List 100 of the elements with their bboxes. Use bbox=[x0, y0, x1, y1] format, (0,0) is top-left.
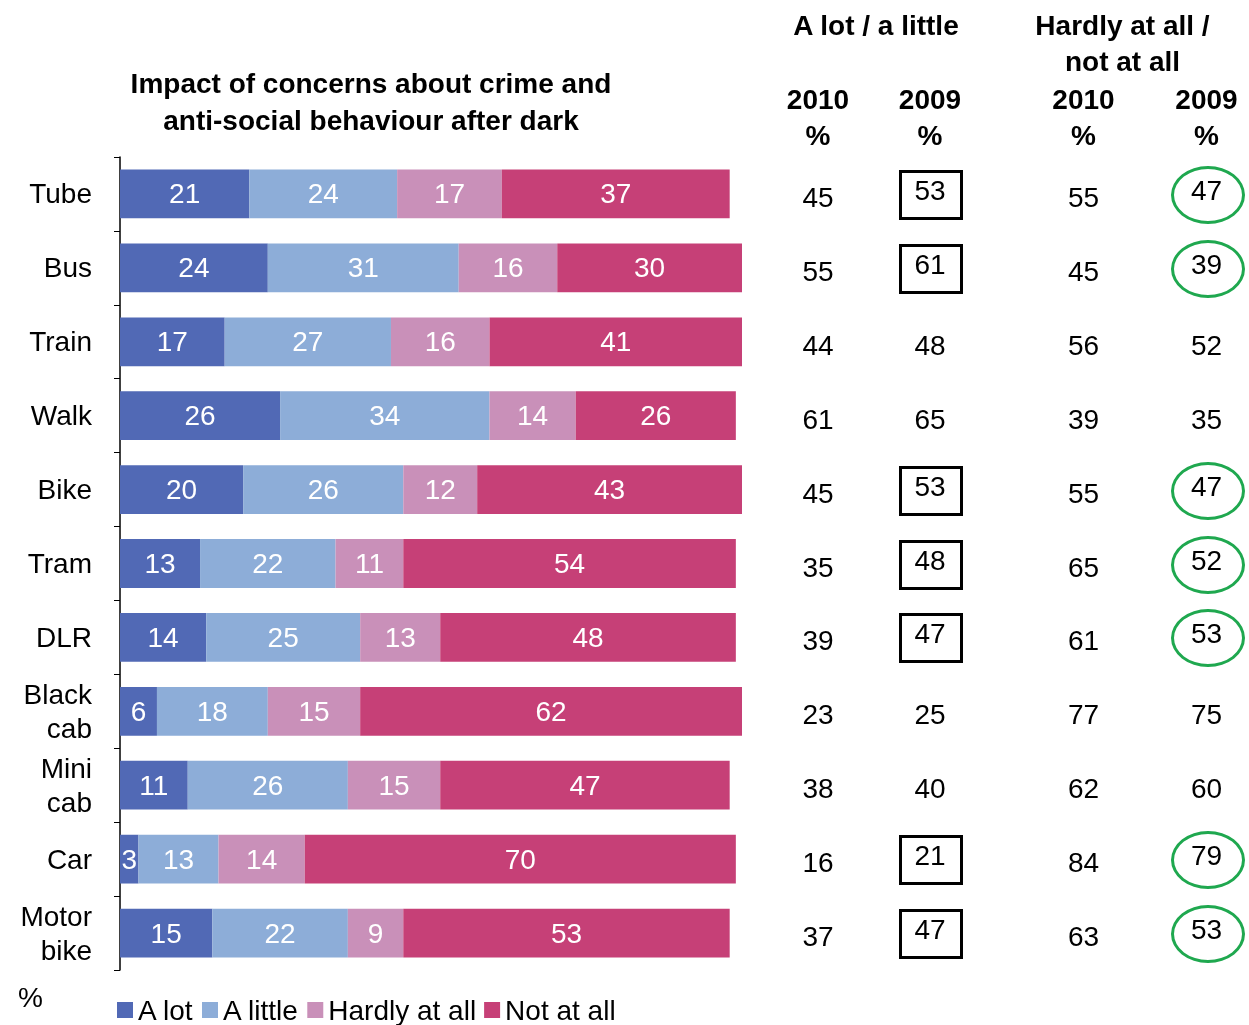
bar bbox=[360, 613, 441, 662]
text: 52 bbox=[1189, 328, 1224, 363]
data-label: 16 bbox=[492, 252, 524, 284]
category-label: 2010 % bbox=[785, 83, 851, 153]
text: 53 bbox=[1189, 617, 1224, 652]
data-label: 21 bbox=[169, 178, 201, 210]
y-tick-label: Car bbox=[46, 843, 92, 875]
bar bbox=[138, 834, 219, 884]
text: 77 bbox=[1066, 698, 1101, 733]
text: 84 bbox=[1066, 846, 1101, 881]
bar bbox=[360, 686, 742, 736]
data-label: 9 bbox=[367, 917, 384, 949]
chart-title: Impact of concerns about crime and anti-social behaviour after dark bbox=[130, 68, 612, 136]
text: 55 bbox=[1066, 476, 1101, 511]
data-label: 25 bbox=[267, 621, 299, 653]
data-label: 17 bbox=[156, 326, 188, 358]
text: 75 bbox=[1189, 698, 1224, 733]
legend-label: A lot bbox=[138, 994, 193, 1025]
data-label: 43 bbox=[594, 474, 626, 506]
bar bbox=[477, 465, 742, 514]
bar bbox=[575, 391, 736, 441]
data-label: 17 bbox=[433, 178, 466, 210]
bar bbox=[267, 686, 361, 736]
y-tick-label: Walk bbox=[30, 400, 93, 432]
bar bbox=[403, 465, 478, 514]
bar bbox=[120, 243, 268, 293]
data-label: 13 bbox=[144, 548, 176, 579]
bar bbox=[187, 760, 348, 810]
data-label: 26 bbox=[184, 400, 216, 432]
y-tick-label: Black cab bbox=[23, 678, 93, 744]
text: 56 bbox=[1066, 328, 1101, 363]
data-label: 15 bbox=[150, 917, 182, 949]
text: 23 bbox=[801, 698, 835, 733]
data-label: 70 bbox=[504, 843, 536, 875]
y-tick-label: Tram bbox=[27, 548, 92, 579]
bar bbox=[120, 613, 207, 662]
y-tick-label: Train bbox=[29, 326, 92, 358]
data-label: 37 bbox=[600, 178, 632, 210]
data-label: 13 bbox=[162, 843, 195, 875]
legend-label: Not at all bbox=[505, 994, 616, 1025]
y-tick-label: Bus bbox=[43, 252, 92, 284]
data-label: 26 bbox=[252, 769, 284, 801]
bar bbox=[218, 834, 305, 884]
text: 53 bbox=[913, 469, 947, 504]
bar bbox=[335, 539, 404, 588]
y-tick-label: Mini cab bbox=[40, 752, 92, 818]
bar bbox=[557, 243, 742, 293]
y-tick-label: Motor bike bbox=[20, 900, 92, 966]
bar bbox=[120, 391, 281, 441]
legend-label: Hardly at all bbox=[328, 994, 477, 1025]
data-label: 62 bbox=[535, 695, 567, 727]
text: 61 bbox=[913, 247, 947, 282]
data-label: 27 bbox=[292, 326, 324, 358]
text: 55 bbox=[801, 254, 835, 289]
data-label: 14 bbox=[246, 843, 278, 875]
data-label: 12 bbox=[424, 474, 456, 506]
text: A lot / a little bbox=[792, 9, 960, 43]
bar bbox=[120, 686, 157, 736]
data-label: 30 bbox=[634, 252, 666, 284]
data-label: 31 bbox=[347, 252, 379, 284]
data-label: 41 bbox=[600, 326, 632, 358]
data-label: 11 bbox=[139, 769, 169, 801]
text: 63 bbox=[1066, 920, 1101, 955]
bar bbox=[120, 317, 225, 367]
data-label: 15 bbox=[298, 695, 330, 727]
y-tick-label: DLR bbox=[35, 621, 92, 653]
data-label: 26 bbox=[307, 474, 339, 506]
bar bbox=[120, 539, 201, 588]
bar bbox=[403, 908, 730, 958]
bar bbox=[403, 539, 736, 588]
text: 62 bbox=[1066, 772, 1101, 807]
bar bbox=[243, 465, 404, 514]
text: 39 bbox=[1066, 402, 1101, 437]
bar bbox=[249, 169, 398, 219]
text: 48 bbox=[913, 543, 947, 578]
data-label: 3 bbox=[121, 843, 138, 875]
data-label: 20 bbox=[166, 474, 198, 506]
text: 39 bbox=[1189, 247, 1224, 282]
bar bbox=[156, 686, 268, 736]
data-label: 48 bbox=[572, 621, 604, 653]
data-label: 53 bbox=[550, 917, 583, 949]
bar bbox=[347, 760, 441, 810]
text: 37 bbox=[801, 920, 835, 955]
data-label: 47 bbox=[569, 769, 601, 801]
text: 39 bbox=[801, 624, 835, 659]
bar bbox=[200, 539, 336, 588]
text: 45 bbox=[801, 180, 835, 215]
bar bbox=[489, 317, 742, 367]
data-label: 11 bbox=[354, 548, 384, 579]
bar bbox=[489, 391, 576, 441]
bar bbox=[458, 243, 558, 293]
bar bbox=[120, 760, 188, 810]
data-label: 24 bbox=[307, 178, 339, 210]
bar bbox=[120, 169, 250, 219]
bar bbox=[267, 243, 459, 293]
x-axis-title: % bbox=[18, 981, 43, 1013]
text: 45 bbox=[1066, 254, 1101, 289]
text: 16 bbox=[801, 846, 835, 881]
bar bbox=[440, 760, 730, 810]
data-label: 22 bbox=[264, 917, 296, 949]
